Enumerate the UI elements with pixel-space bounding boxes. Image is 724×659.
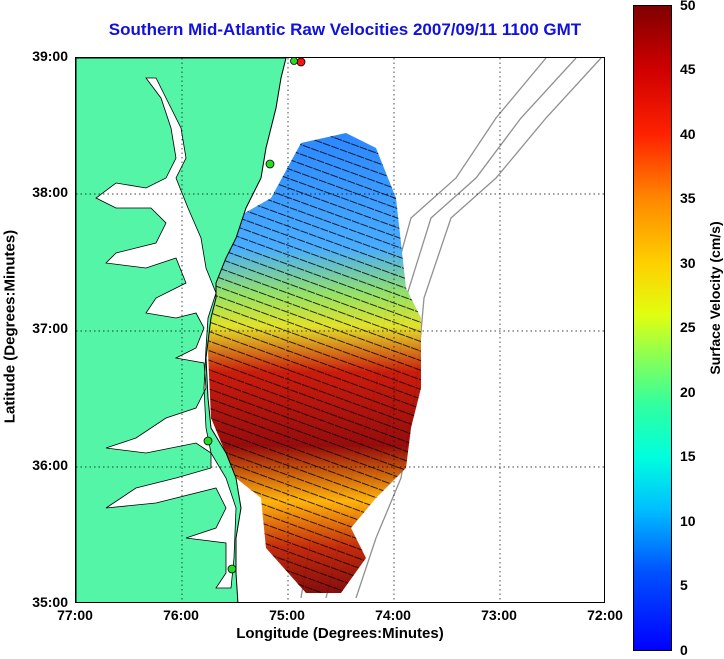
lat-tick-36: 36:00	[32, 457, 68, 473]
lat-tick-35: 35:00	[32, 594, 68, 610]
colorbar-tick: 15	[680, 448, 696, 464]
station-marker[interactable]	[227, 564, 237, 574]
colorbar-tick: 20	[680, 384, 696, 400]
lat-tick-37: 37:00	[32, 320, 68, 336]
colorbar-tick: 50	[680, 0, 696, 13]
chesapeake-bay	[95, 77, 237, 589]
colorbar-tick: 0	[680, 642, 688, 658]
map-plot-area[interactable]	[75, 57, 605, 603]
colorbar-tick: 45	[680, 61, 696, 77]
colorbar-label: Surface Velocity (cm/s)	[707, 221, 723, 375]
map-svg	[76, 58, 604, 602]
lon-tick-76: 76:00	[163, 607, 199, 623]
graticule	[76, 58, 604, 602]
colorbar-tick: 5	[680, 577, 688, 593]
velocity-vectors	[206, 133, 421, 593]
station-marker[interactable]	[265, 159, 275, 169]
lon-tick-72: 72:00	[587, 607, 623, 623]
colorbar-tick: 25	[680, 319, 696, 335]
colorbar-tick: 40	[680, 126, 696, 142]
y-axis-label: Latitude (Degrees:Minutes)	[1, 229, 19, 424]
station-marker[interactable]	[203, 436, 213, 446]
colorbar-tick: 30	[680, 255, 696, 271]
map-title: Southern Mid-Atlantic Raw Velocities 200…	[108, 20, 582, 39]
lon-tick-77: 77:00	[57, 607, 93, 623]
station-marker-active[interactable]	[296, 58, 306, 67]
station-marker[interactable]	[290, 58, 298, 65]
colorbar-tick: 10	[680, 513, 696, 529]
lon-tick-73: 73:00	[481, 607, 517, 623]
lon-tick-75: 75:00	[269, 607, 305, 623]
lat-tick-38: 38:00	[32, 184, 68, 200]
colorbar	[633, 5, 672, 651]
colorbar-tick: 35	[680, 190, 696, 206]
lon-tick-74: 74:00	[375, 607, 411, 623]
x-axis-label: Longitude (Degrees:Minutes)	[236, 625, 444, 642]
lat-tick-39: 39:00	[32, 48, 68, 64]
